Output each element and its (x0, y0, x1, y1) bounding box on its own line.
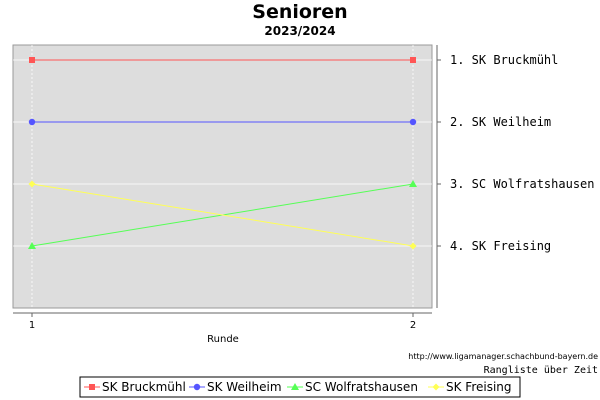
rank-label: 1. SK Bruckmühl (450, 53, 558, 67)
legend-label: SK Weilheim (207, 380, 282, 394)
series-line (31, 183, 414, 247)
legend-label: SC Wolfratshausen (305, 380, 418, 394)
data-point (28, 118, 36, 126)
rank-label: 2. SK Weilheim (450, 115, 551, 129)
data-point (410, 57, 416, 63)
data-point (409, 180, 417, 187)
legend-marker (89, 384, 95, 390)
legend-marker (291, 383, 299, 390)
legend-marker (432, 383, 440, 391)
legend: SK Bruckmühl SK Weilheim SC Wolfratshausen… (84, 380, 512, 394)
series-markers (28, 57, 417, 250)
rank-label: 4. SK Freising (450, 239, 551, 253)
chart-subtitle: 2023/2024 (264, 24, 335, 38)
data-point (29, 57, 35, 63)
data-point (28, 242, 36, 249)
plot-area (12, 44, 433, 309)
legend-marker (193, 383, 201, 391)
rank-labels: 1. SK Bruckmühl 2. SK Weilheim 3. SC Wolfr… (437, 53, 595, 253)
data-point (409, 118, 417, 126)
chart-caption: Rangliste über Zeit (484, 365, 598, 376)
legend-label: SK Freising (446, 380, 512, 394)
x-tick-label: 2 (410, 320, 416, 331)
data-point (28, 180, 36, 188)
data-point (409, 242, 417, 250)
source-url: http://www.ligamanager.schachbund-bayern… (408, 352, 598, 361)
x-tick-label: 1 (29, 320, 35, 331)
rank-label: 3. SC Wolfratshausen (450, 177, 595, 191)
chart-title: Senioren (252, 1, 347, 23)
x-axis-label: Runde (207, 334, 239, 345)
legend-label: SK Bruckmühl (102, 380, 186, 394)
series-lines (31, 59, 414, 247)
